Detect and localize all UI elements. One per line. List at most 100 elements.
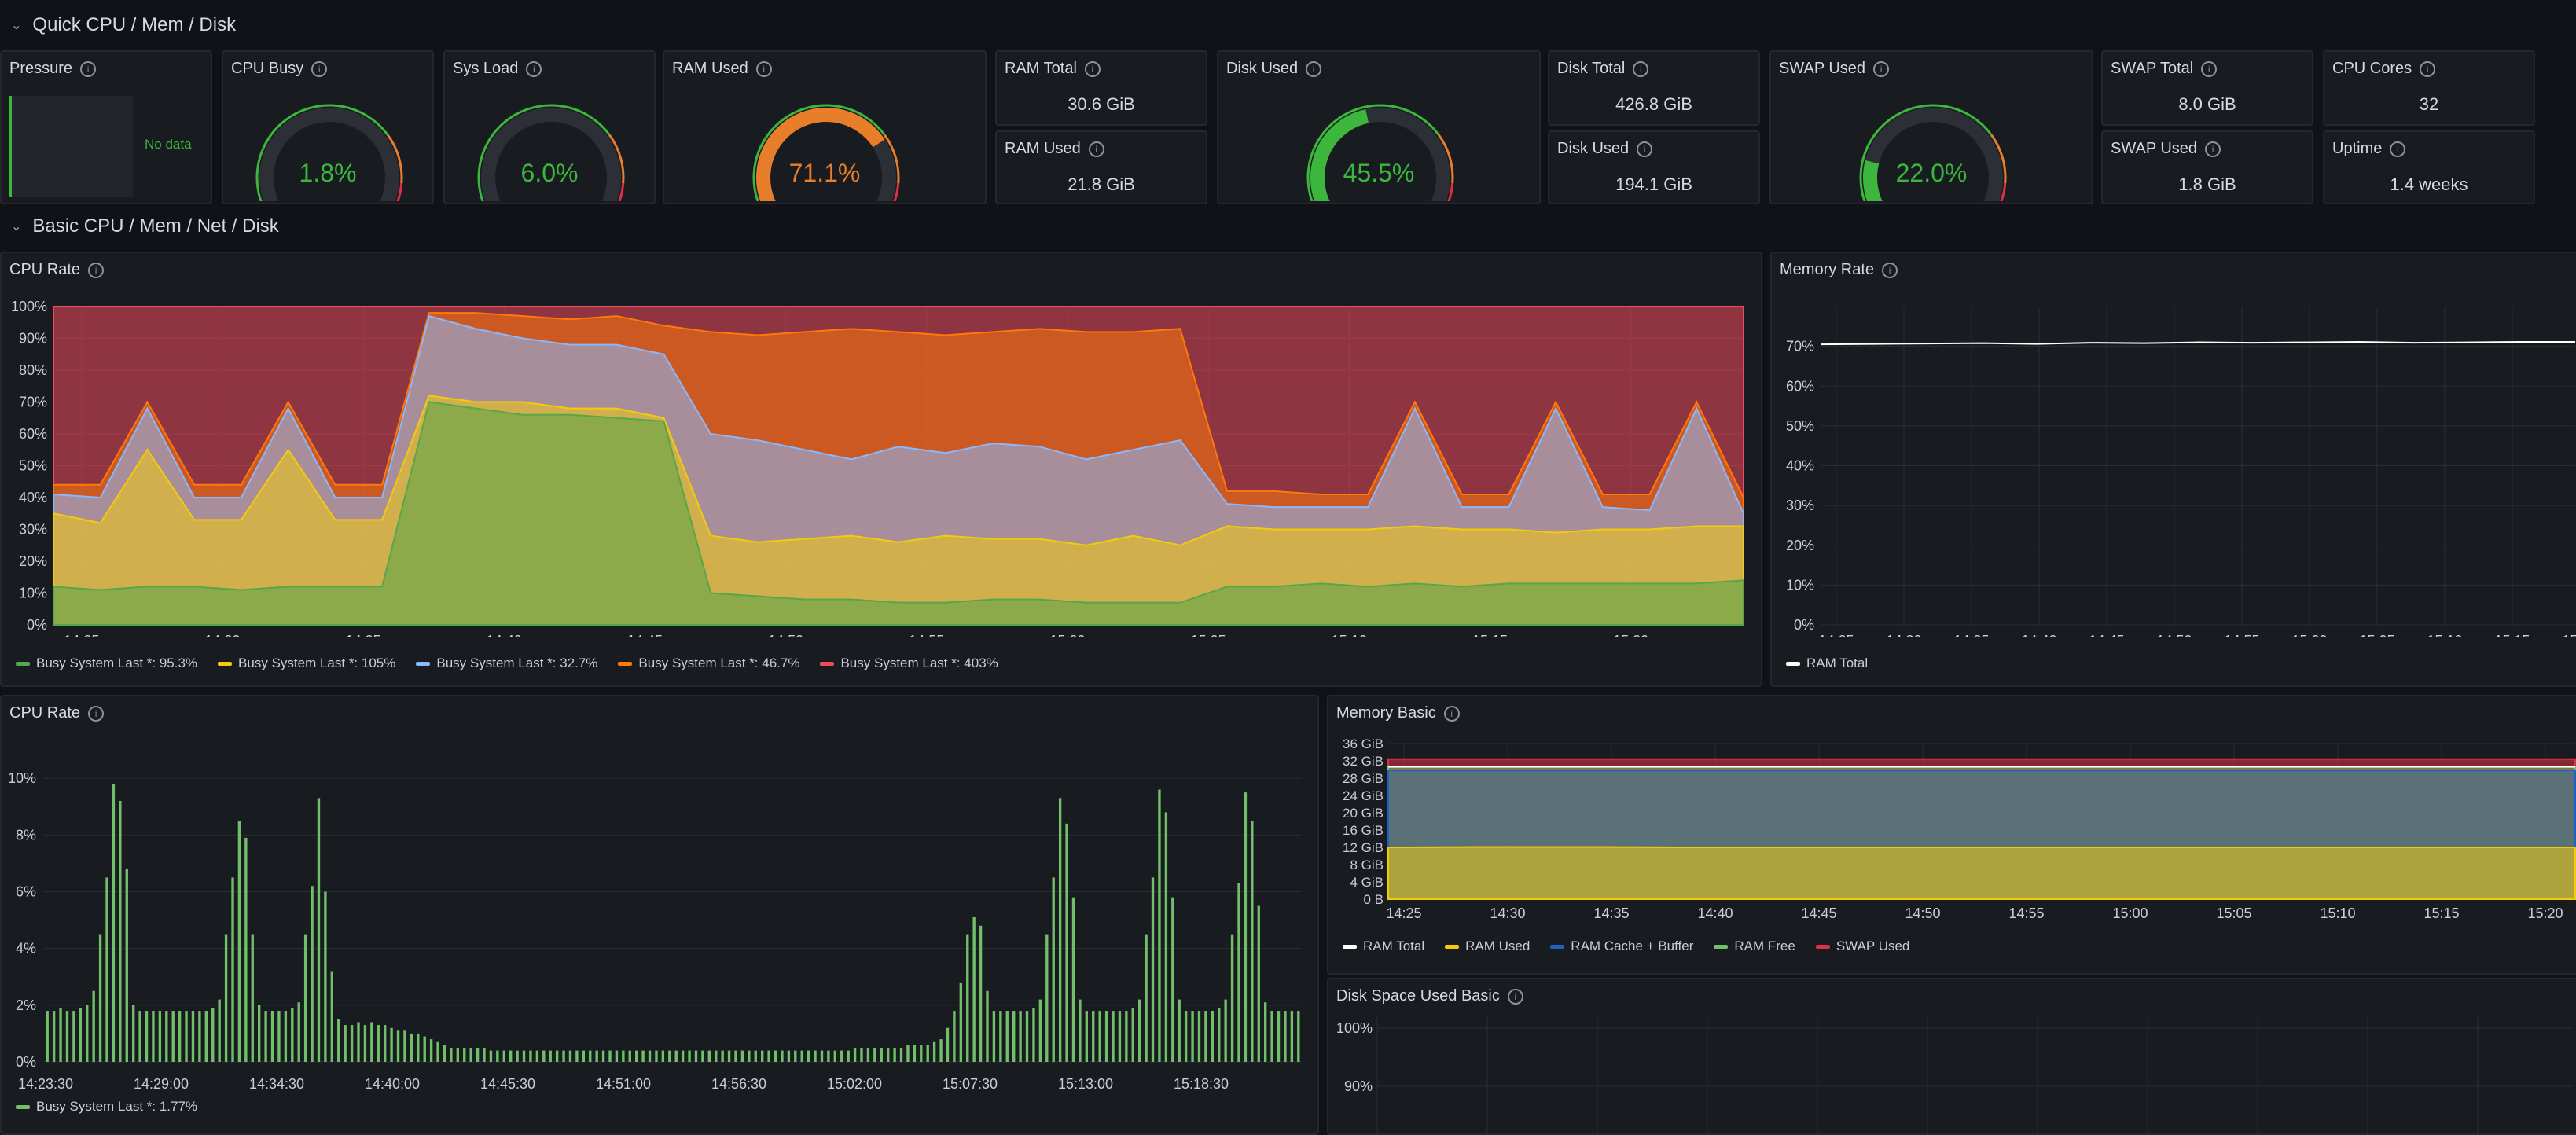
gauge-threshold-ring (1990, 134, 2007, 184)
row-basic-cpu-mem-net-disk[interactable]: ⌄ Basic CPU / Mem / Net / Disk (11, 215, 279, 237)
info-icon[interactable]: i (2390, 141, 2406, 157)
info-icon[interactable]: i (1633, 61, 1649, 77)
panel-ram-total[interactable]: RAM Total i 30.6 GiB (995, 50, 1207, 126)
cpu-bar (1131, 1008, 1134, 1062)
cpu-bar (178, 1011, 182, 1062)
cpu-bar (65, 1011, 69, 1062)
stat-value: 1.4 weeks (2390, 174, 2468, 194)
panel-sys-load[interactable]: Sys Load i 6.0% (443, 50, 656, 204)
gauge-threshold-ring (1438, 134, 1454, 184)
info-icon[interactable]: i (1084, 61, 1101, 77)
info-icon[interactable]: i (1637, 141, 1653, 157)
panel-swap-used-gauge[interactable]: SWAP Used i 22.0% (1769, 50, 2093, 204)
panel-ram-used-stat[interactable]: RAM Used i 21.8 GiB (995, 130, 1207, 204)
info-icon[interactable]: i (311, 61, 328, 77)
info-icon[interactable]: i (1507, 988, 1523, 1005)
panel-ram-used-gauge[interactable]: RAM Used i 71.1% (663, 50, 987, 204)
legend-item[interactable]: Busy System Last *: 105% (218, 656, 395, 671)
panel-cpu-rate-stacked[interactable]: CPU Rate i 0% 10% 20% 30% 40% 50% 60% 70% 80% 90% 1… (0, 252, 1762, 687)
info-icon[interactable]: i (2201, 61, 2218, 77)
gauge-track (481, 108, 621, 201)
cpu-bar (211, 1008, 215, 1062)
panel-swap-used-stat[interactable]: SWAP Used i 1.8 GiB (2101, 130, 2313, 204)
panel-title: SWAP Used (2111, 140, 2198, 157)
x-tick-label: 15:18:30 (1174, 1076, 1229, 1092)
panel-memory-rate[interactable]: Memory Rate i 0% 10% 20% 30% 40% 50% 60% 70% 14:2… (1770, 252, 2576, 687)
info-icon[interactable]: i (2420, 61, 2436, 77)
cpu-bar (562, 1050, 565, 1062)
panel-title: Memory Basic (1336, 704, 1436, 722)
info-icon[interactable]: i (88, 262, 105, 278)
legend-item[interactable]: Busy System Last *: 46.7% (618, 656, 799, 671)
panel-disk-used-gauge[interactable]: Disk Used i 45.5% (1217, 50, 1541, 204)
cpu-bar (807, 1050, 810, 1062)
info-icon[interactable]: i (526, 61, 542, 77)
panel-swap-total[interactable]: SWAP Total i 8.0 GiB (2101, 50, 2313, 126)
x-tick-label: 14:45:30 (480, 1076, 535, 1092)
panel-disk-space-used[interactable]: Disk Space Used Basic i 100% 90% (1327, 978, 2576, 1135)
legend-item[interactable]: Busy System Last *: 1.77% (16, 1099, 197, 1115)
legend-item[interactable]: RAM Free (1714, 938, 1795, 954)
info-icon[interactable]: i (2205, 141, 2221, 157)
cpu-bar (377, 1025, 380, 1062)
cpu-bar (357, 1022, 360, 1062)
legend-swatch (1550, 944, 1565, 949)
panel-cpu-rate-bars[interactable]: CPU Rate i 0% 2% 4% 6% 8% 10% 14:23:30 14:29:00 1… (0, 695, 1319, 1135)
info-icon[interactable]: i (1443, 705, 1460, 722)
y-tick-label: 100% (1336, 1020, 1373, 1036)
y-tick-label: 80% (19, 362, 47, 378)
cpu-bar (330, 971, 333, 1062)
cpu-bar (542, 1050, 546, 1062)
panel-memory-basic[interactable]: Memory Basic i 0 B 4 GiB 8 GiB 12 GiB 16 GiB 2… (1327, 695, 2576, 975)
cpu-bar (1065, 823, 1068, 1062)
cpu-bar (443, 1045, 446, 1062)
panel-pressure[interactable]: Pressure i No data (0, 50, 212, 204)
panel-title: CPU Busy (231, 60, 304, 77)
panel-uptime[interactable]: Uptime i 1.4 weeks (2323, 130, 2535, 204)
y-tick-label: 30% (19, 522, 47, 538)
panel-disk-used-stat[interactable]: Disk Used i 194.1 GiB (1548, 130, 1760, 204)
legend-item[interactable]: Busy System Last *: 95.3% (16, 656, 197, 671)
cpu-bar (1005, 1011, 1009, 1062)
legend-item[interactable]: Busy System Last *: 403% (820, 656, 998, 671)
cpu-bar (641, 1050, 645, 1062)
cpu-bar (959, 982, 962, 1062)
chevron-down-icon: ⌄ (11, 220, 22, 233)
x-tick-label: 14:40 (1697, 905, 1733, 921)
y-tick-label: 50% (1786, 418, 1814, 434)
legend-item[interactable]: SWAP Used (1815, 938, 1909, 954)
x-tick-label: 14:30 (1490, 905, 1525, 921)
info-icon[interactable]: i (80, 61, 97, 77)
info-icon[interactable]: i (755, 61, 772, 77)
cpu-bar (112, 784, 116, 1062)
panel-cpu-cores[interactable]: CPU Cores i 32 (2323, 50, 2535, 126)
info-icon[interactable]: i (88, 705, 105, 722)
legend-item[interactable]: RAM Used (1445, 938, 1530, 954)
legend-item[interactable]: RAM Cache + Buffer (1550, 938, 1693, 954)
legend-item[interactable]: RAM Total (1786, 656, 1868, 671)
legend-label: RAM Free (1734, 938, 1795, 953)
y-tick-label: 32 GiB (1343, 754, 1384, 769)
legend-label: Busy System Last *: 1.77% (36, 1099, 198, 1114)
panel-cpu-busy[interactable]: CPU Busy i 1.8% (222, 50, 434, 204)
cpu-bar (277, 1011, 281, 1062)
y-tick-label: 24 GiB (1343, 788, 1384, 803)
legend-item[interactable]: Busy System Last *: 32.7% (416, 656, 597, 671)
panel-disk-total[interactable]: Disk Total i 426.8 GiB (1548, 50, 1760, 126)
cpu-bar (132, 1005, 135, 1062)
y-tick-label: 4% (16, 941, 36, 957)
cpu-bar (681, 1050, 685, 1062)
cpu-bar (715, 1050, 718, 1062)
cpu-bar (516, 1050, 519, 1062)
cpu-bar (237, 821, 241, 1062)
y-tick-label: 100% (11, 299, 47, 314)
x-tick-label: 14:45 (1801, 905, 1836, 921)
row-quick-cpu-mem-disk[interactable]: ⌄ Quick CPU / Mem / Disk (11, 14, 236, 36)
info-icon[interactable]: i (1088, 141, 1104, 157)
gauge-value: 6.0% (520, 159, 579, 187)
info-icon[interactable]: i (1873, 61, 1890, 77)
info-icon[interactable]: i (1882, 262, 1898, 278)
legend-item[interactable]: RAM Total (1343, 938, 1424, 954)
y-tick-label: 40% (1786, 458, 1814, 474)
info-icon[interactable]: i (1306, 61, 1322, 77)
